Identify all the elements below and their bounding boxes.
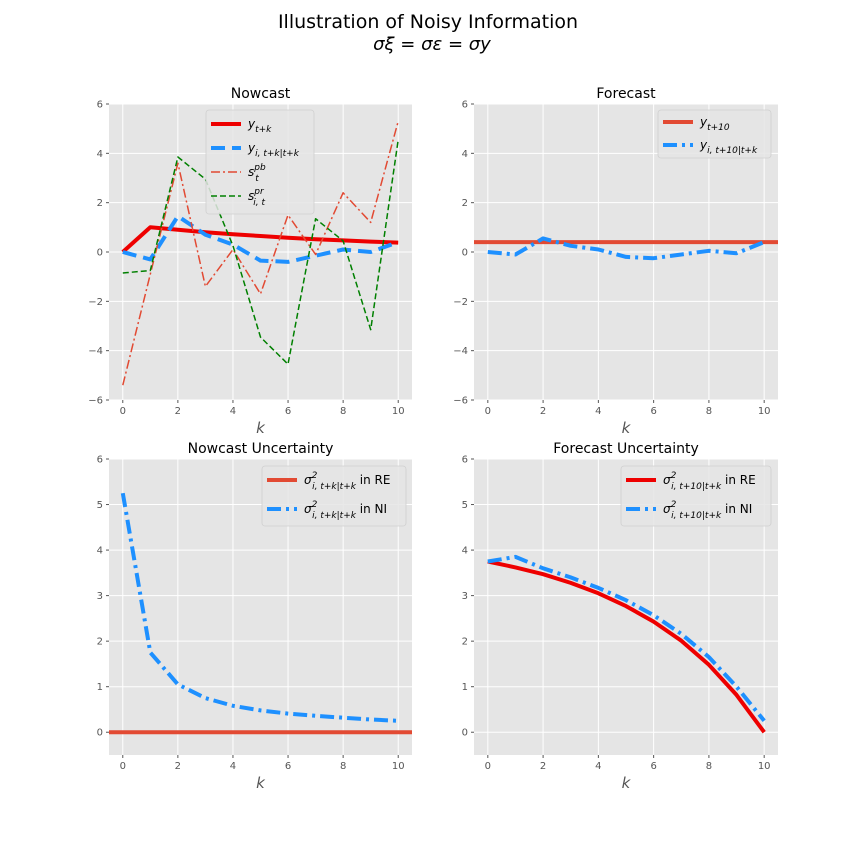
- series-line-1: [487, 559, 766, 734]
- x-tick-label: 8: [340, 406, 346, 417]
- y-tick-label: 2: [462, 198, 468, 209]
- x-axis-label: k: [622, 419, 632, 437]
- y-tick-label: 4: [97, 149, 103, 160]
- series-group: [121, 121, 399, 386]
- series-line-2: [487, 236, 765, 261]
- panel-3: 0 2 4 6 8 10 0 1 2 3 4 5 6 Nowcast Uncertainty k σ2 i, t…: [97, 441, 412, 792]
- y-tick-label: −6: [88, 396, 103, 407]
- x-tick-label: 8: [340, 761, 346, 772]
- x-axis-label: k: [622, 774, 632, 792]
- y-tick-label: −2: [88, 297, 103, 308]
- x-tick-label: 6: [285, 761, 291, 772]
- legend-box: [261, 465, 407, 527]
- y-tick-label: 4: [462, 149, 468, 160]
- legend-entry-label: σ2 i, t+10|t+k in NI: [663, 500, 752, 521]
- figure-title: Illustration of Noisy Information: [278, 11, 578, 33]
- y-tick-label: 0: [462, 728, 468, 739]
- legend-box: [620, 465, 772, 527]
- x-tick-label: 2: [540, 761, 546, 772]
- y-tick-label: −6: [453, 396, 468, 407]
- x-tick-label: 8: [706, 761, 712, 772]
- legend: σ2 i, t+10|t+k in RE σ2 i, t+10|t+k in NI: [620, 465, 772, 527]
- series-group: [109, 492, 412, 735]
- x-tick-label: 6: [650, 406, 656, 417]
- y-tick-label: 0: [462, 248, 468, 259]
- x-tick-label: 4: [230, 761, 236, 772]
- y-tick-label: 5: [462, 500, 468, 511]
- x-tick-label: 4: [230, 406, 236, 417]
- y-tick-label: 1: [97, 682, 103, 693]
- y-tick-label: 6: [97, 455, 103, 466]
- x-tick-label: 6: [285, 406, 291, 417]
- x-tick-label: 2: [540, 406, 546, 417]
- x-tick-label: 6: [650, 761, 656, 772]
- legend-entry-label: yi, t+10|t+k: [699, 138, 758, 156]
- x-tick-label: 0: [485, 761, 491, 772]
- panel-4: 0 2 4 6 8 10 0 1 2 3 4 5 6 Forecast Uncertainty k σ2 i, …: [462, 441, 778, 792]
- series-line-3: [122, 121, 399, 386]
- series-line-4: [122, 139, 399, 365]
- x-tick-label: 4: [595, 761, 601, 772]
- y-tick-label: 0: [97, 728, 103, 739]
- legend-entry-label: σ2 i, t+k|t+k in NI: [304, 500, 387, 521]
- y-tick-label: 0: [97, 248, 103, 259]
- y-tick-label: 3: [97, 591, 103, 602]
- legend-entry-label: σ2 i, t+10|t+k in RE: [663, 471, 756, 492]
- y-tick-label: −4: [88, 346, 103, 357]
- x-axis-label: k: [256, 774, 266, 792]
- x-tick-label: 2: [175, 761, 181, 772]
- panel-2: 0 2 4 6 8 10 −6 −4 −2 0 2 4 6 Forecast k yt+10 yi, t+10|…: [453, 86, 778, 437]
- y-tick-label: −4: [453, 346, 468, 357]
- x-tick-label: 0: [120, 761, 126, 772]
- x-tick-label: 4: [595, 406, 601, 417]
- x-axis-label: k: [256, 419, 266, 437]
- y-tick-label: 2: [97, 637, 103, 648]
- legend: yt+k yi, t+k|t+k spb t spr i, t: [205, 109, 315, 215]
- legend: σ2 i, t+k|t+k in RE σ2 i, t+k|t+k in NI: [261, 465, 407, 527]
- y-tick-label: 6: [462, 455, 468, 466]
- y-tick-label: 2: [97, 198, 103, 209]
- series-line-2: [120, 492, 399, 723]
- y-tick-label: 2: [462, 637, 468, 648]
- axes-title: Forecast Uncertainty: [553, 441, 698, 457]
- figure-subtitle: σξ = σε = σy: [373, 34, 491, 55]
- series-group: [487, 554, 766, 734]
- series-line-2: [487, 554, 766, 723]
- x-tick-label: 0: [120, 406, 126, 417]
- x-tick-label: 10: [758, 761, 771, 772]
- y-tick-label: 1: [462, 682, 468, 693]
- legend-entry-label: spb t: [248, 163, 266, 184]
- x-tick-label: 0: [485, 406, 491, 417]
- legend: yt+10 yi, t+10|t+k: [657, 109, 772, 159]
- x-tick-label: 10: [392, 406, 405, 417]
- y-tick-label: 4: [97, 546, 103, 557]
- x-tick-label: 2: [175, 406, 181, 417]
- x-tick-label: 8: [706, 406, 712, 417]
- series-line-2: [122, 214, 399, 264]
- legend-entry-label: yi, t+k|t+k: [247, 141, 300, 159]
- y-tick-label: −2: [453, 297, 468, 308]
- y-tick-label: 6: [97, 100, 103, 111]
- panel-1: 0 2 4 6 8 10 −6 −4 −2 0 2 4 6 Nowcast k yt+k yi, t+k|t+k…: [88, 86, 412, 437]
- legend-entry-label: spr i, t: [248, 187, 266, 208]
- axes-title: Nowcast Uncertainty: [188, 441, 334, 457]
- figure-subtitle-text: σξ = σε = σy: [373, 34, 491, 55]
- legend-entry-label: σ2 i, t+k|t+k in RE: [304, 471, 390, 492]
- axes-title: Nowcast: [231, 86, 291, 102]
- x-tick-label: 10: [758, 406, 771, 417]
- legend-entry-label: yt+10: [699, 115, 730, 133]
- legend-box: [205, 109, 315, 215]
- y-tick-label: 4: [462, 546, 468, 557]
- y-tick-label: 5: [97, 500, 103, 511]
- x-tick-label: 10: [392, 761, 405, 772]
- y-tick-label: 6: [462, 100, 468, 111]
- series-group: [474, 236, 778, 261]
- y-tick-label: 3: [462, 591, 468, 602]
- axes-title: Forecast: [596, 86, 656, 102]
- legend-entry-label: yt+k: [247, 117, 272, 135]
